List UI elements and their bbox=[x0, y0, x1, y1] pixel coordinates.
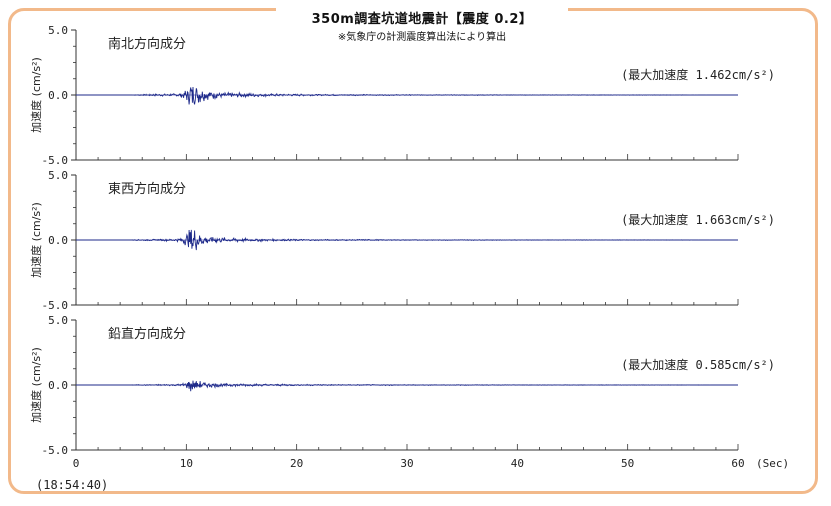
y-tick-label: 0.0 bbox=[48, 379, 68, 392]
component-name: 鉛直方向成分 bbox=[108, 326, 186, 342]
component-name: 東西方向成分 bbox=[108, 181, 186, 197]
waveform-line bbox=[76, 380, 738, 392]
y-axis-label: 加速度 (cm/s²) bbox=[29, 57, 43, 133]
timestamp-label: (18:54:40) bbox=[36, 478, 109, 492]
waveform-line bbox=[76, 86, 738, 105]
y-tick-label: -5.0 bbox=[42, 299, 69, 312]
x-tick-label: 40 bbox=[511, 457, 524, 470]
component-name: 南北方向成分 bbox=[108, 36, 186, 52]
x-tick-label: 0 bbox=[73, 457, 80, 470]
title-box: 350m調査坑道地震計【震度 0.2】 ※気象庁の計測震度算出法により算出 bbox=[276, 0, 568, 43]
y-tick-label: -5.0 bbox=[42, 444, 69, 457]
peak-acceleration-label: (最大加速度 1.663cm/s²) bbox=[621, 212, 775, 227]
y-tick-label: 0.0 bbox=[48, 89, 68, 102]
x-tick-label: 10 bbox=[180, 457, 193, 470]
peak-acceleration-label: (最大加速度 0.585cm/s²) bbox=[621, 357, 775, 372]
x-tick-label: 30 bbox=[400, 457, 413, 470]
y-axis-label: 加速度 (cm/s²) bbox=[29, 202, 43, 278]
waveform-line bbox=[76, 229, 738, 251]
chart-title: 350m調査坑道地震計【震度 0.2】 bbox=[311, 12, 533, 27]
x-tick-label: 20 bbox=[290, 457, 303, 470]
chart-subtitle: ※気象庁の計測震度算出法により算出 bbox=[337, 32, 507, 43]
y-tick-label: 0.0 bbox=[48, 234, 68, 247]
y-tick-label: 5.0 bbox=[48, 24, 68, 37]
y-tick-label: 5.0 bbox=[48, 314, 68, 327]
y-tick-label: 5.0 bbox=[48, 169, 68, 182]
y-tick-label: -5.0 bbox=[42, 154, 69, 167]
x-tick-label: 50 bbox=[621, 457, 634, 470]
peak-acceleration-label: (最大加速度 1.462cm/s²) bbox=[621, 67, 775, 82]
x-tick-label: 60 bbox=[731, 457, 744, 470]
x-unit-label: (Sec) bbox=[756, 457, 789, 470]
y-axis-label: 加速度 (cm/s²) bbox=[29, 347, 43, 423]
